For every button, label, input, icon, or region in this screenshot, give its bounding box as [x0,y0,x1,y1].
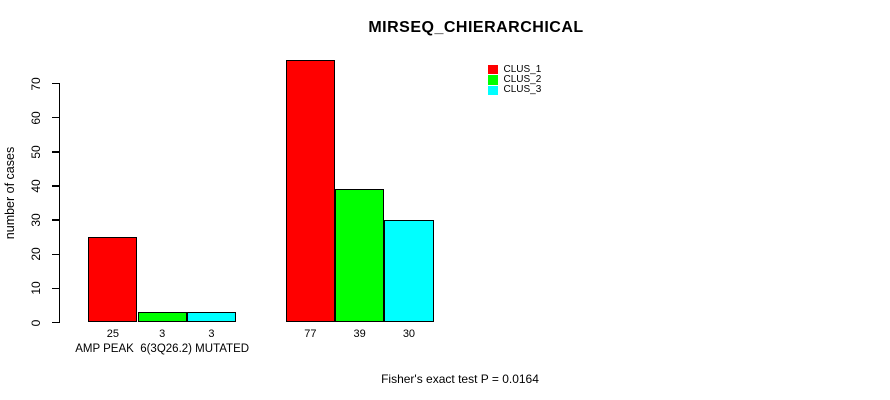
y-axis-tick [52,287,59,290]
y-axis-label: number of cases [3,146,17,240]
bar-clus_3-group1 [186,312,237,323]
bar-clus_3-group2 [384,220,434,323]
y-axis-tick-label: 30 [29,213,43,227]
y-axis-tick [52,253,59,255]
group-category-label: AMP PEAK 6(3Q26.2) MUTATED [75,343,250,355]
fisher-test-annotation: Fisher's exact test P = 0.0164 [381,372,539,386]
legend-swatch-clus_2 [487,75,498,85]
y-axis-tick-label: 0 [29,319,43,326]
bar-clus_2-group2 [335,189,385,323]
bar-value-label: 39 [353,327,366,340]
y-axis-tick [52,151,59,153]
legend-item-clus_2: CLUS_2 [487,74,542,86]
bar-clus_2-group1 [137,312,187,323]
y-axis-tick [52,321,59,324]
bar-clus_1-group2 [285,59,335,323]
y-axis-tick-label: 40 [29,179,43,193]
bar-clus_1-group1 [88,237,138,323]
bar-value-label: 77 [304,327,317,340]
y-axis-tick-label: 20 [29,247,43,261]
y-axis-tick [52,117,59,119]
legend-swatch-clus_3 [487,85,498,95]
legend-item-clus_1: CLUS_1 [487,63,542,75]
legend-label: CLUS_1 [503,63,542,75]
legend-item-clus_3: CLUS_3 [487,84,542,96]
legend-label: CLUS_3 [503,84,542,96]
bar-value-label: 3 [208,327,215,340]
legend-swatch-clus_1 [487,65,498,75]
y-axis-line [58,82,60,324]
y-axis-tick [52,185,59,187]
y-axis-tick-label: 50 [29,145,43,159]
chart-title: MIRSEQ_CHIERARCHICAL [368,19,584,36]
legend-label: CLUS_2 [503,74,542,86]
bar-value-label: 25 [106,327,119,340]
y-axis-tick-label: 10 [29,281,43,296]
bar-value-label: 30 [402,327,416,340]
y-axis-tick-label: 60 [29,111,43,125]
bar-value-label: 3 [159,327,166,340]
legend: CLUS_1 CLUS_2 CLUS_3 [487,63,542,96]
y-axis-tick-label: 70 [29,76,43,91]
y-axis-tick [52,82,59,85]
y-axis-tick [52,219,59,221]
